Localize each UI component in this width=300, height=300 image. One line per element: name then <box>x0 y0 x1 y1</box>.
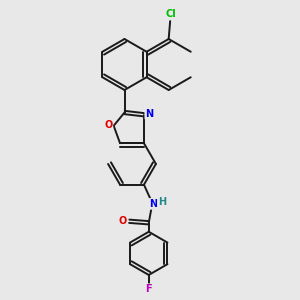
Text: N: N <box>145 109 153 118</box>
Text: O: O <box>118 216 127 226</box>
Text: F: F <box>146 284 152 294</box>
Text: Cl: Cl <box>165 9 176 20</box>
Text: H: H <box>158 197 166 207</box>
Text: N: N <box>149 199 157 209</box>
Text: O: O <box>104 120 112 130</box>
